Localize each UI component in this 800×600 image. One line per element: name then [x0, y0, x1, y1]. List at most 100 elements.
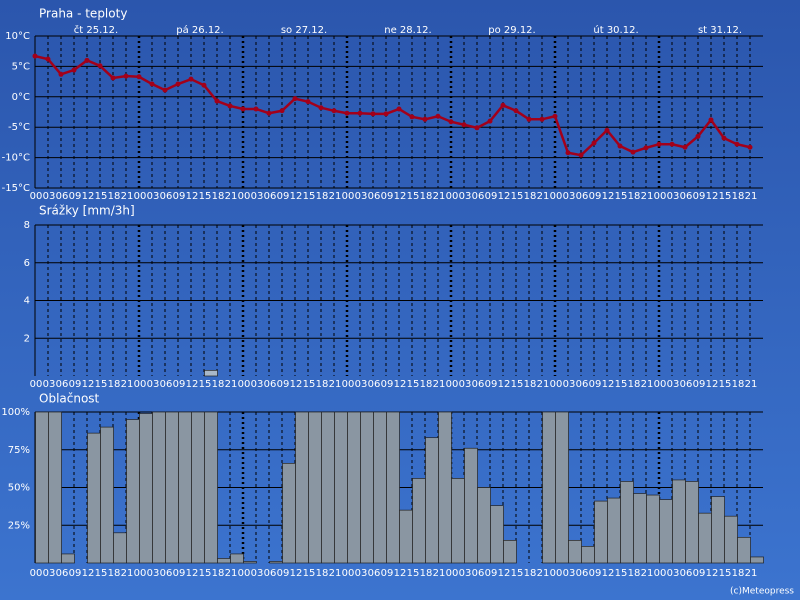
temperature-point: [747, 144, 753, 150]
x-tick-label: 21: [745, 568, 758, 579]
temperature-point: [188, 76, 194, 82]
bar: [230, 553, 244, 564]
temperature-point: [58, 71, 64, 77]
x-tick-label: 06: [264, 379, 277, 390]
x-tick-label: 21: [537, 379, 550, 390]
bar: [295, 411, 309, 564]
x-tick-label: 12: [186, 568, 199, 579]
temperature-point: [32, 53, 38, 59]
x-tick-label: 21: [329, 568, 342, 579]
x-tick-label: 12: [498, 568, 511, 579]
x-tick-label: 00: [134, 379, 147, 390]
x-tick-label: 09: [693, 379, 706, 390]
x-tick-label: 06: [160, 568, 173, 579]
temperature-point: [461, 122, 467, 128]
temperature-point: [448, 119, 454, 125]
temperature-point: [513, 108, 519, 114]
bar: [711, 496, 725, 564]
x-tick-label: 18: [316, 191, 329, 202]
temperature-point: [604, 127, 610, 133]
x-tick-label: 12: [82, 568, 95, 579]
x-tick-label: 00: [30, 568, 43, 579]
x-tick-label: 03: [459, 191, 472, 202]
day-label: út 30.12.: [593, 24, 638, 36]
temperature-point: [331, 108, 337, 114]
bar: [243, 561, 257, 564]
bar: [321, 411, 335, 564]
x-tick-label: 12: [706, 568, 719, 579]
x-tick-label: 15: [719, 191, 732, 202]
bar: [607, 497, 621, 564]
x-tick-label: 00: [134, 568, 147, 579]
panel-title: Praha - teploty: [39, 7, 127, 21]
x-tick-label: 12: [498, 379, 511, 390]
day-label: čt 25.12.: [74, 24, 118, 36]
y-tick-label: 0°C: [12, 92, 30, 103]
x-tick-label: 03: [667, 568, 680, 579]
temperature-point: [539, 116, 545, 122]
bar: [126, 419, 140, 564]
x-tick-label: 09: [485, 191, 498, 202]
temperature-point: [175, 81, 181, 87]
bar: [724, 515, 738, 564]
temperature-point: [149, 81, 155, 87]
x-tick-label: 12: [290, 191, 303, 202]
temperature-point: [97, 63, 103, 69]
y-tick-label: -5°C: [8, 122, 30, 133]
bar: [685, 481, 699, 564]
bar: [503, 539, 517, 564]
bar: [139, 413, 153, 564]
temperature-point: [396, 106, 402, 112]
temperature-point: [565, 150, 571, 156]
temperature-point: [695, 133, 701, 139]
bar: [659, 499, 673, 564]
x-tick-label: 21: [433, 379, 446, 390]
bar: [555, 411, 569, 564]
bar: [113, 532, 127, 564]
y-tick-label: 100%: [1, 407, 30, 418]
bar: [412, 478, 426, 564]
bar: [191, 411, 205, 564]
temperature-point: [240, 106, 246, 112]
x-tick-label: 15: [511, 379, 524, 390]
day-label: ne 28.12.: [384, 25, 431, 36]
x-tick-label: 09: [381, 191, 394, 202]
y-tick-label: 4: [24, 296, 30, 307]
x-tick-label: 09: [485, 568, 498, 579]
x-tick-label: 18: [316, 379, 329, 390]
x-tick-label: 06: [368, 191, 381, 202]
x-tick-label: 03: [355, 568, 368, 579]
bar: [35, 411, 49, 564]
y-tick-label: 75%: [8, 445, 30, 456]
x-tick-label: 21: [225, 568, 238, 579]
temperature-point: [656, 141, 662, 147]
x-tick-label: 15: [303, 568, 316, 579]
x-tick-label: 00: [654, 568, 667, 579]
temperature-point: [71, 67, 77, 73]
x-tick-label: 12: [290, 568, 303, 579]
x-tick-label: 12: [186, 191, 199, 202]
x-tick-label: 03: [563, 191, 576, 202]
bar: [464, 447, 478, 564]
x-tick-label: 21: [537, 568, 550, 579]
bar: [438, 411, 452, 564]
x-tick-label: 06: [680, 568, 693, 579]
bar: [178, 411, 192, 564]
x-tick-label: 03: [43, 379, 56, 390]
temperature-point: [344, 110, 350, 116]
x-tick-label: 18: [628, 568, 641, 579]
temperature-point: [669, 141, 675, 147]
x-tick-label: 00: [550, 191, 563, 202]
bar: [698, 512, 712, 564]
bar: [87, 432, 101, 564]
x-tick-label: 06: [368, 568, 381, 579]
x-tick-label: 12: [290, 379, 303, 390]
bar: [594, 500, 608, 564]
x-tick-label: 21: [329, 379, 342, 390]
x-tick-label: 09: [485, 379, 498, 390]
bar: [399, 509, 413, 564]
x-tick-label: 09: [589, 379, 602, 390]
temperature-point: [383, 111, 389, 117]
x-tick-label: 06: [472, 379, 485, 390]
